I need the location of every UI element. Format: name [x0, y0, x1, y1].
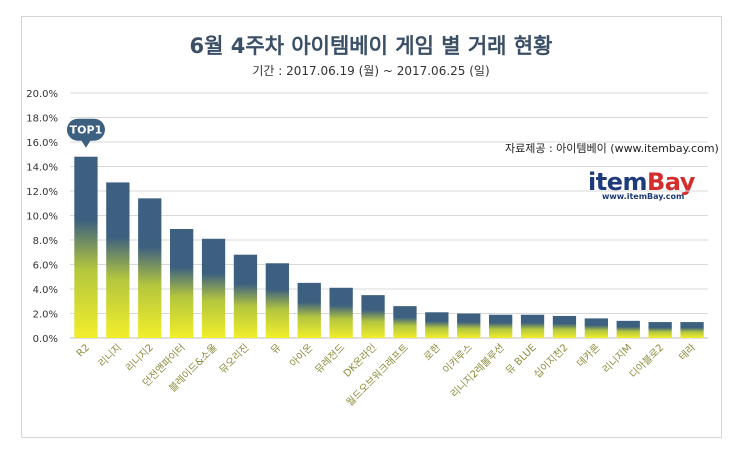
bar [361, 295, 385, 338]
bar [616, 320, 640, 338]
x-tick-label: R2 [75, 342, 92, 359]
bar [489, 314, 513, 338]
y-tick-label: 10.0% [26, 212, 58, 223]
top1-callout: TOP1 [66, 118, 105, 148]
bar [425, 312, 449, 338]
x-tick-label: 십이지천2 [532, 342, 571, 381]
chart-subtitle: 기간 : 2017.06.19 (월) ~ 2017.06.25 (일) [252, 64, 490, 78]
y-tick-label: 16.0% [26, 138, 58, 149]
y-tick-label: 8.0% [33, 236, 58, 247]
y-tick-label: 2.0% [33, 310, 58, 321]
x-tick-label: 리니지2레볼루션 [448, 342, 507, 401]
bar [393, 306, 417, 338]
bar [265, 263, 289, 338]
y-tick-label: 12.0% [26, 187, 58, 198]
bar [201, 238, 226, 338]
bar [648, 322, 672, 338]
top1-label: TOP1 [70, 124, 103, 137]
x-tick-label: 뮤오리진 [217, 342, 252, 377]
x-tick-label: 테라 [677, 342, 699, 364]
source-note: 자료제공 : 아이템베이 (www.itembay.com) [505, 142, 719, 155]
y-tick-label: 20.0% [26, 89, 58, 100]
y-tick-label: 0.0% [33, 334, 58, 345]
y-tick-label: 6.0% [33, 261, 58, 272]
y-tick-label: 14.0% [26, 163, 58, 174]
y-tick-label: 4.0% [33, 285, 58, 296]
bar [584, 318, 608, 338]
y-tick-label: 18.0% [26, 114, 58, 125]
bar [297, 282, 321, 338]
x-tick-label: 로한 [421, 342, 443, 364]
chart-frame [21, 16, 722, 438]
x-tick-label: 디아블로2 [627, 342, 666, 381]
x-tick-label: 리니지2 [123, 342, 156, 375]
bar [457, 313, 481, 338]
x-tick-label: 데카론 [574, 342, 602, 370]
x-tick-label: 아이온 [287, 342, 315, 370]
bar [329, 287, 353, 338]
bar [170, 228, 194, 338]
top1-pointer [80, 139, 91, 148]
logo-url: www.itemBay.com [602, 192, 685, 201]
chart-title: 6월 4주차 아이템베이 게임 별 거래 현황 [189, 34, 553, 58]
bar [552, 315, 577, 338]
bar [74, 156, 98, 338]
bar [680, 322, 704, 338]
x-tick-label: 뮤 [268, 342, 283, 357]
top1-bubble [66, 118, 105, 141]
bar [520, 314, 545, 338]
bar [138, 198, 162, 338]
x-tick-label: 리니지 [96, 342, 124, 370]
bar [233, 254, 258, 338]
bar [106, 182, 130, 338]
